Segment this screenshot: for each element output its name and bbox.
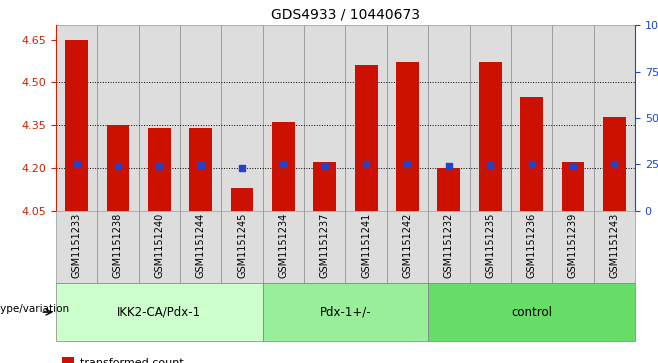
Text: GSM1151243: GSM1151243 — [609, 213, 619, 278]
Bar — [428, 211, 470, 283]
Text: GSM1151242: GSM1151242 — [403, 213, 413, 278]
Bar — [355, 65, 378, 211]
Bar — [594, 25, 635, 211]
Point — [71, 161, 82, 167]
Text: GSM1151235: GSM1151235 — [485, 213, 495, 278]
Bar — [313, 162, 336, 211]
Text: Pdx-1+/-: Pdx-1+/- — [320, 306, 371, 319]
Point — [113, 163, 123, 169]
Bar — [428, 283, 635, 341]
Bar — [387, 25, 428, 211]
Text: GSM1151241: GSM1151241 — [361, 213, 371, 278]
Bar — [345, 25, 387, 211]
Bar — [272, 122, 295, 211]
Point — [526, 161, 537, 167]
Point — [195, 162, 206, 168]
Bar — [139, 211, 180, 283]
Point — [568, 163, 578, 169]
Point — [278, 161, 289, 167]
Point — [154, 163, 164, 169]
Bar — [139, 25, 180, 211]
Bar — [470, 211, 511, 283]
Text: transformed count: transformed count — [80, 358, 184, 363]
Bar — [304, 211, 345, 283]
Text: IKK2-CA/Pdx-1: IKK2-CA/Pdx-1 — [117, 306, 201, 319]
Bar — [511, 211, 552, 283]
Text: GSM1151234: GSM1151234 — [278, 213, 288, 278]
Text: GSM1151233: GSM1151233 — [72, 213, 82, 278]
Bar — [107, 125, 130, 211]
Point — [443, 163, 454, 169]
Bar — [263, 211, 304, 283]
Bar — [221, 25, 263, 211]
Bar — [190, 128, 212, 211]
Bar — [552, 211, 594, 283]
Text: GSM1151240: GSM1151240 — [155, 213, 164, 278]
Point — [485, 162, 495, 168]
Bar — [511, 25, 552, 211]
Bar — [221, 211, 263, 283]
Text: GSM1151236: GSM1151236 — [526, 213, 536, 278]
Text: control: control — [511, 306, 552, 319]
Bar — [231, 188, 253, 211]
Text: GSM1151237: GSM1151237 — [320, 213, 330, 278]
Text: GSM1151245: GSM1151245 — [237, 213, 247, 278]
Bar — [56, 283, 263, 341]
Bar — [56, 25, 97, 211]
Bar — [603, 117, 626, 211]
Text: GSM1151239: GSM1151239 — [568, 213, 578, 278]
Bar — [594, 211, 635, 283]
Bar — [180, 211, 221, 283]
Bar — [428, 25, 470, 211]
Point — [609, 161, 620, 167]
Bar — [65, 40, 88, 211]
Bar — [552, 25, 594, 211]
Point — [237, 165, 247, 171]
Bar — [263, 283, 428, 341]
Bar — [97, 25, 139, 211]
Bar — [56, 211, 97, 283]
Point — [320, 163, 330, 169]
Bar — [345, 211, 387, 283]
Bar — [479, 62, 501, 211]
Bar — [97, 211, 139, 283]
Text: GSM1151232: GSM1151232 — [444, 213, 454, 278]
Bar — [396, 62, 419, 211]
Bar — [520, 97, 543, 211]
Point — [402, 161, 413, 167]
Text: genotype/variation: genotype/variation — [0, 304, 69, 314]
Bar — [387, 211, 428, 283]
Bar — [263, 25, 304, 211]
Bar — [561, 162, 584, 211]
Bar — [62, 357, 74, 363]
Bar — [148, 128, 170, 211]
Text: GSM1151244: GSM1151244 — [195, 213, 206, 278]
Bar — [470, 25, 511, 211]
Text: GSM1151238: GSM1151238 — [113, 213, 123, 278]
Title: GDS4933 / 10440673: GDS4933 / 10440673 — [271, 8, 420, 21]
Point — [361, 161, 371, 167]
Bar — [304, 25, 345, 211]
Bar — [180, 25, 221, 211]
Bar — [438, 168, 460, 211]
